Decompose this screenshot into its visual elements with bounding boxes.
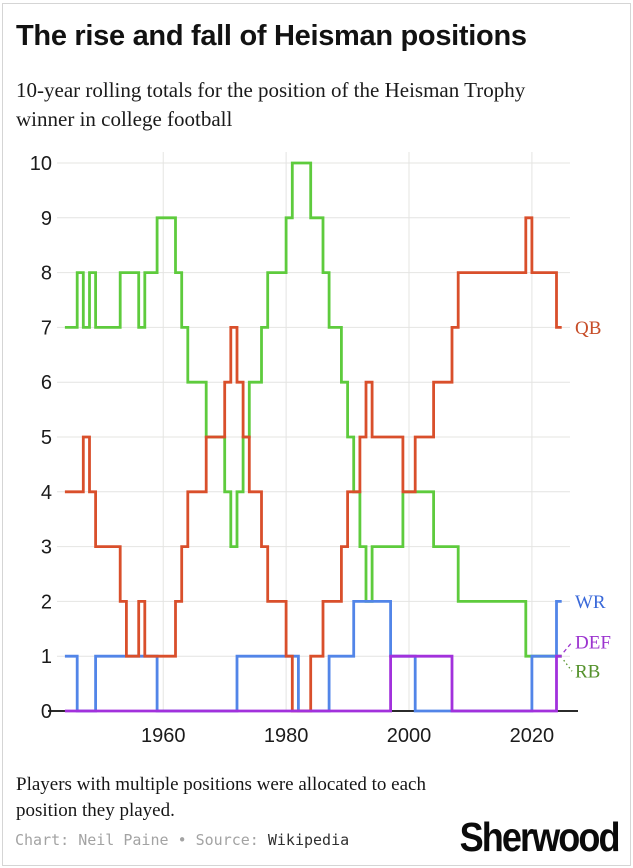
series-line-QB: [64, 216, 562, 713]
y-tick-label-5: 5: [41, 427, 52, 449]
y-tick-label-6: 6: [41, 372, 52, 394]
series-label-RB: RB: [575, 662, 600, 683]
y-tick-label-9: 9: [41, 208, 52, 230]
credit-bullet-separator: •: [177, 831, 187, 849]
sherwood-logo: Sherwood: [460, 814, 621, 860]
series-line-RB: [64, 161, 562, 658]
page-title: The rise and fall of Heisman positions: [16, 20, 527, 52]
x-tick-label-2000: 2000: [387, 725, 432, 747]
y-tick-label-4: 4: [41, 482, 52, 504]
credit-chart-label: Chart:: [15, 831, 70, 849]
series-label-WR: WR: [575, 592, 606, 613]
y-tick-label-3: 3: [41, 537, 52, 559]
series-line-DEF: [64, 654, 562, 713]
credit-source-label: Source:: [195, 831, 259, 849]
leader-line-DEF: [563, 641, 573, 653]
chart-credit: Chart: Neil Paine • Source: Wikipedia: [15, 831, 349, 849]
credit-source-value: Wikipedia: [267, 831, 350, 849]
chart-footnote: Players with multiple positions were all…: [16, 774, 426, 822]
y-tick-label-8: 8: [41, 263, 52, 285]
leader-line-RB: [563, 659, 573, 672]
credit-chart-author: Neil Paine: [78, 831, 169, 849]
series-label-QB: QB: [575, 318, 601, 339]
page-frame: [2, 3, 631, 866]
y-tick-label-10: 10: [30, 153, 52, 175]
series-line-WR: [64, 600, 562, 713]
y-tick-label-7: 7: [41, 317, 52, 339]
y-tick-label-0: 0: [41, 701, 52, 723]
chart-subtitle: 10-year rolling totals for the position …: [16, 78, 526, 131]
x-tick-label-2020: 2020: [510, 725, 555, 747]
x-tick-label-1960: 1960: [141, 725, 186, 747]
y-tick-label-1: 1: [41, 646, 52, 668]
series-label-DEF: DEF: [575, 633, 611, 654]
y-tick-label-2: 2: [41, 591, 52, 613]
x-tick-label-1980: 1980: [264, 725, 309, 747]
